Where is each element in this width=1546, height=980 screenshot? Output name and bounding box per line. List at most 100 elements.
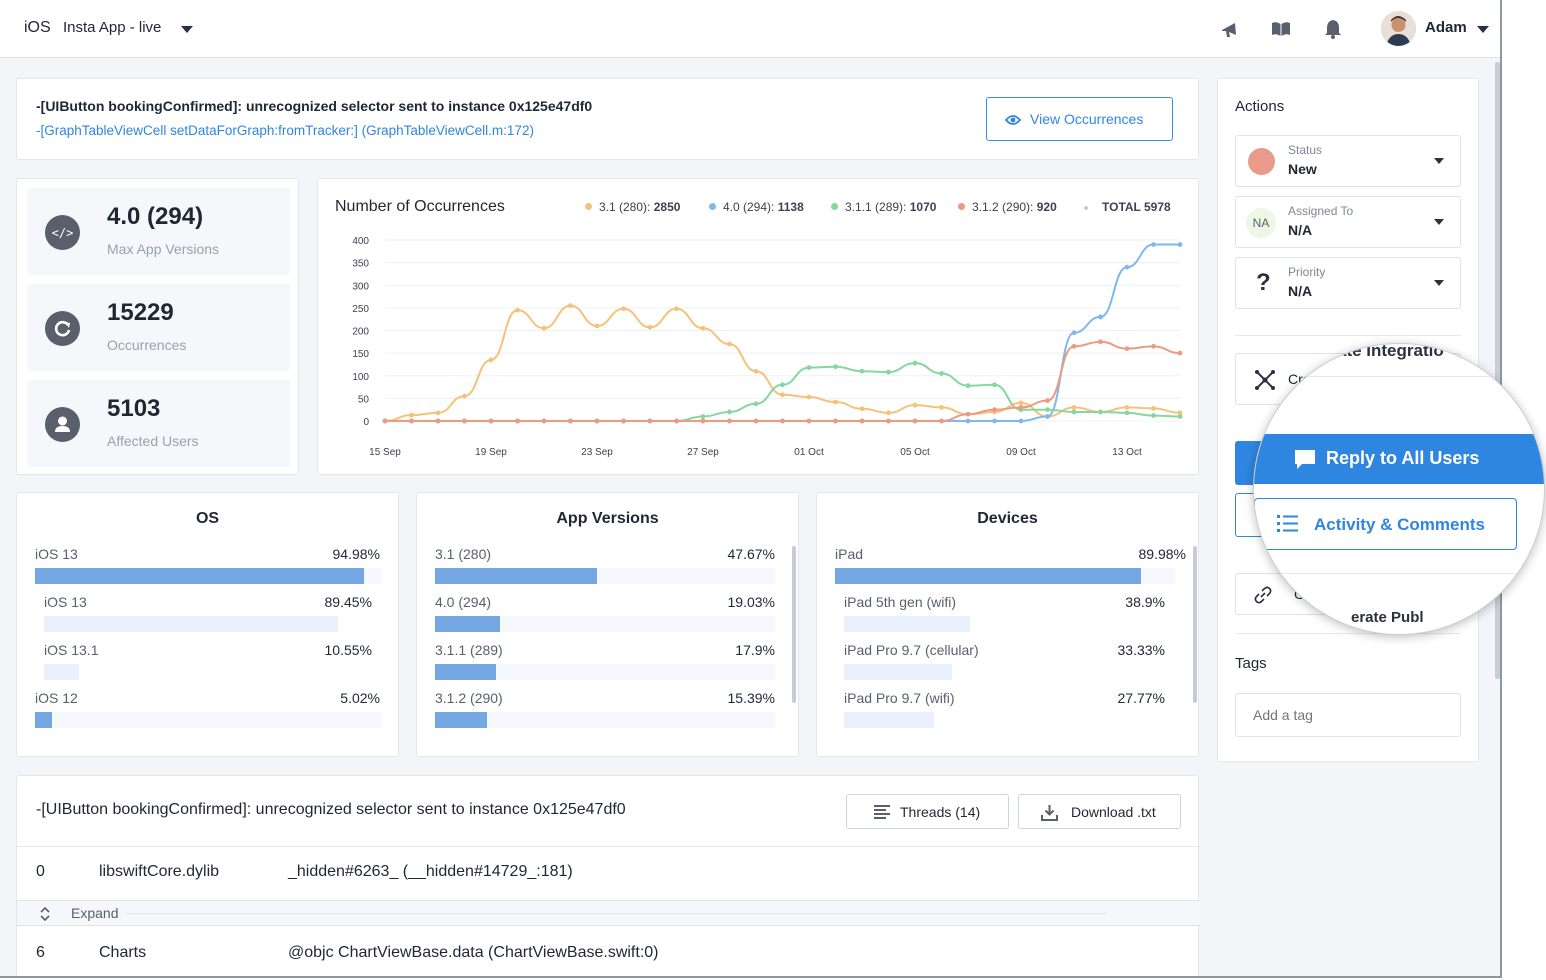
data-point (992, 382, 997, 388)
data-point (833, 364, 838, 370)
magnifier-callout: ate Integratio Reply to All Users Activi… (1253, 343, 1545, 635)
data-point (965, 411, 971, 417)
legend-value: 1070 (909, 200, 937, 214)
avatar[interactable] (1381, 11, 1416, 46)
data-point (409, 418, 414, 424)
data-point (674, 306, 679, 312)
data-point (1177, 414, 1183, 419)
data-point (1071, 343, 1077, 349)
data-point (859, 406, 865, 412)
data-point (1098, 314, 1103, 320)
user-menu-chevron-down-icon[interactable] (1477, 26, 1489, 33)
os-distribution-card: OS iOS 13 94.98% iOS 13 89.45% iOS 13.1 … (16, 492, 399, 757)
data-point (1151, 405, 1156, 411)
app-selector-chevron-down-icon[interactable] (181, 26, 193, 33)
x-tick-label: 23 Sep (581, 447, 613, 458)
data-point (859, 368, 865, 374)
stat-max-app-version: </> 4.0 (294) Max App Versions (27, 188, 290, 275)
data-point (488, 357, 494, 363)
app-selector[interactable]: Insta App - live (63, 19, 162, 36)
legend-dot (831, 203, 838, 210)
x-tick-label: 13 Oct (1112, 447, 1142, 458)
activity-and-comments-button[interactable]: Activity & Comments (1254, 498, 1517, 550)
legend-dot (1084, 206, 1088, 210)
chart-title: Number of Occurrences (335, 198, 505, 215)
data-point (1071, 330, 1077, 336)
data-point (1071, 405, 1077, 410)
download-txt-button[interactable]: Download .txt (1018, 794, 1181, 829)
data-point (992, 407, 997, 413)
megaphone-icon[interactable] (1219, 18, 1241, 40)
bell-icon[interactable] (1322, 18, 1344, 40)
threads-button[interactable]: Threads (14) (846, 794, 1009, 829)
data-point (886, 369, 891, 375)
y-tick-label: 250 (352, 304, 369, 315)
device-row-value: 38.9% (1125, 594, 1165, 610)
series-line (384, 340, 1181, 422)
data-point (833, 399, 838, 405)
priority-dropdown[interactable]: ? Priority N/A (1235, 257, 1461, 309)
legend-label: 3.1.1 (289): (845, 200, 907, 214)
user-name[interactable]: Adam (1425, 19, 1467, 36)
data-point (409, 412, 414, 418)
app-version-row-value: 19.03% (727, 594, 775, 610)
app-versions-scrollbar[interactable] (792, 546, 796, 703)
error-source-link[interactable]: -[GraphTableViewCell setDataForGraph:fro… (36, 123, 534, 138)
stat-label: Occurrences (107, 337, 187, 353)
app-version-bar-track (435, 616, 775, 632)
y-tick-label: 350 (352, 259, 369, 270)
assigned-to-dropdown[interactable]: NA Assigned To N/A (1235, 196, 1461, 248)
svg-text:</>: </> (52, 226, 74, 240)
legend-label: 4.0 (294): (723, 200, 775, 214)
data-point (727, 409, 732, 415)
view-occurrences-button[interactable]: View Occurrences (986, 97, 1173, 141)
page-scrollbar[interactable] (1495, 62, 1500, 679)
legend-label: 3.1 (280): (599, 200, 651, 214)
data-point (806, 394, 812, 400)
legend-item-3-1-280[interactable]: 3.1 (280): 2850 (585, 200, 680, 214)
data-point (1124, 346, 1130, 351)
os-bar-fill (35, 568, 364, 584)
devices-scrollbar[interactable] (1193, 546, 1197, 703)
link-icon (1254, 586, 1272, 604)
actions-title: Actions (1235, 98, 1285, 115)
data-point (462, 418, 467, 424)
legend-item-3-1-2-290[interactable]: 3.1.2 (290): 920 (958, 200, 1057, 214)
occurrences-line-chart: 400 350 300 250 200 150 100 50 0 15 Sep 19 Sep 23 S… (352, 236, 1183, 458)
data-point (1124, 264, 1130, 270)
legend-item-3-1-1-289[interactable]: 3.1.1 (289): 1070 (831, 200, 936, 214)
device-row-label: iPad 5th gen (wifi) (844, 594, 957, 610)
legend-label: 3.1.2 (290): (972, 200, 1034, 214)
data-point (965, 418, 971, 424)
legend-item-4-0-294[interactable]: 4.0 (294): 1138 (709, 200, 804, 214)
legend-total-label: TOTAL 5978 (1102, 200, 1171, 214)
app-version-row-value: 47.67% (727, 546, 775, 562)
y-tick-label: 100 (352, 372, 369, 383)
app-version-row-label: 3.1.1 (289) (435, 642, 503, 658)
expand-row[interactable]: Expand (17, 900, 1200, 926)
frame-module: Charts (99, 944, 147, 961)
data-point (647, 324, 653, 330)
status-dropdown[interactable]: Status New (1235, 135, 1461, 187)
os-row-label: iOS 13.1 (44, 642, 99, 658)
assignee-avatar: NA (1246, 208, 1276, 238)
data-point (1071, 409, 1077, 415)
app-version-bar-track (435, 568, 775, 584)
frame-symbol: @objc ChartViewBase.data (ChartViewBase.… (288, 944, 659, 961)
os-row-value: 94.98% (332, 546, 380, 562)
reply-to-all-users-button[interactable]: Reply to All Users (1254, 434, 1544, 484)
list-icon (1277, 515, 1298, 532)
data-point (1124, 405, 1130, 410)
frame-symbol: _hidden#6263_ (__hidden#14729_:181) (288, 863, 573, 880)
code-icon: </> (45, 215, 80, 250)
add-tag-input[interactable] (1235, 693, 1461, 737)
device-row-label: iPad (835, 546, 864, 562)
book-icon[interactable] (1270, 18, 1292, 40)
stacktrace-card: -[UIButton bookingConfirmed]: unrecogniz… (16, 775, 1200, 976)
app-version-bar-fill (435, 664, 496, 680)
stats-card: </> 4.0 (294) Max App Versions 15229 Occ… (16, 178, 299, 475)
error-title: -[UIButton bookingConfirmed]: unrecogniz… (36, 98, 593, 114)
os-bar-track (35, 712, 381, 728)
stat-affected-users: 5103 Affected Users (27, 380, 290, 467)
x-tick-label: 09 Oct (1006, 447, 1036, 458)
